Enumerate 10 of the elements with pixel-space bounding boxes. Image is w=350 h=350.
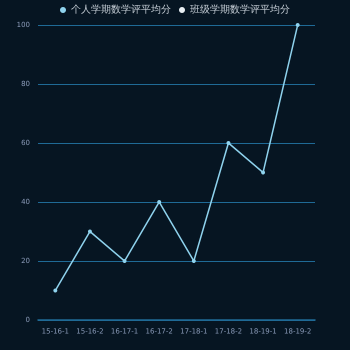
point (122, 259, 127, 263)
legend-label: 班级学期数学评平均分 (190, 4, 290, 16)
point (192, 259, 196, 263)
point (226, 141, 230, 145)
point (53, 288, 58, 292)
legend-label: 个人学期数学评平均分 (71, 4, 171, 16)
point (88, 230, 92, 234)
point (157, 200, 162, 204)
point (296, 23, 300, 27)
point (261, 170, 266, 174)
